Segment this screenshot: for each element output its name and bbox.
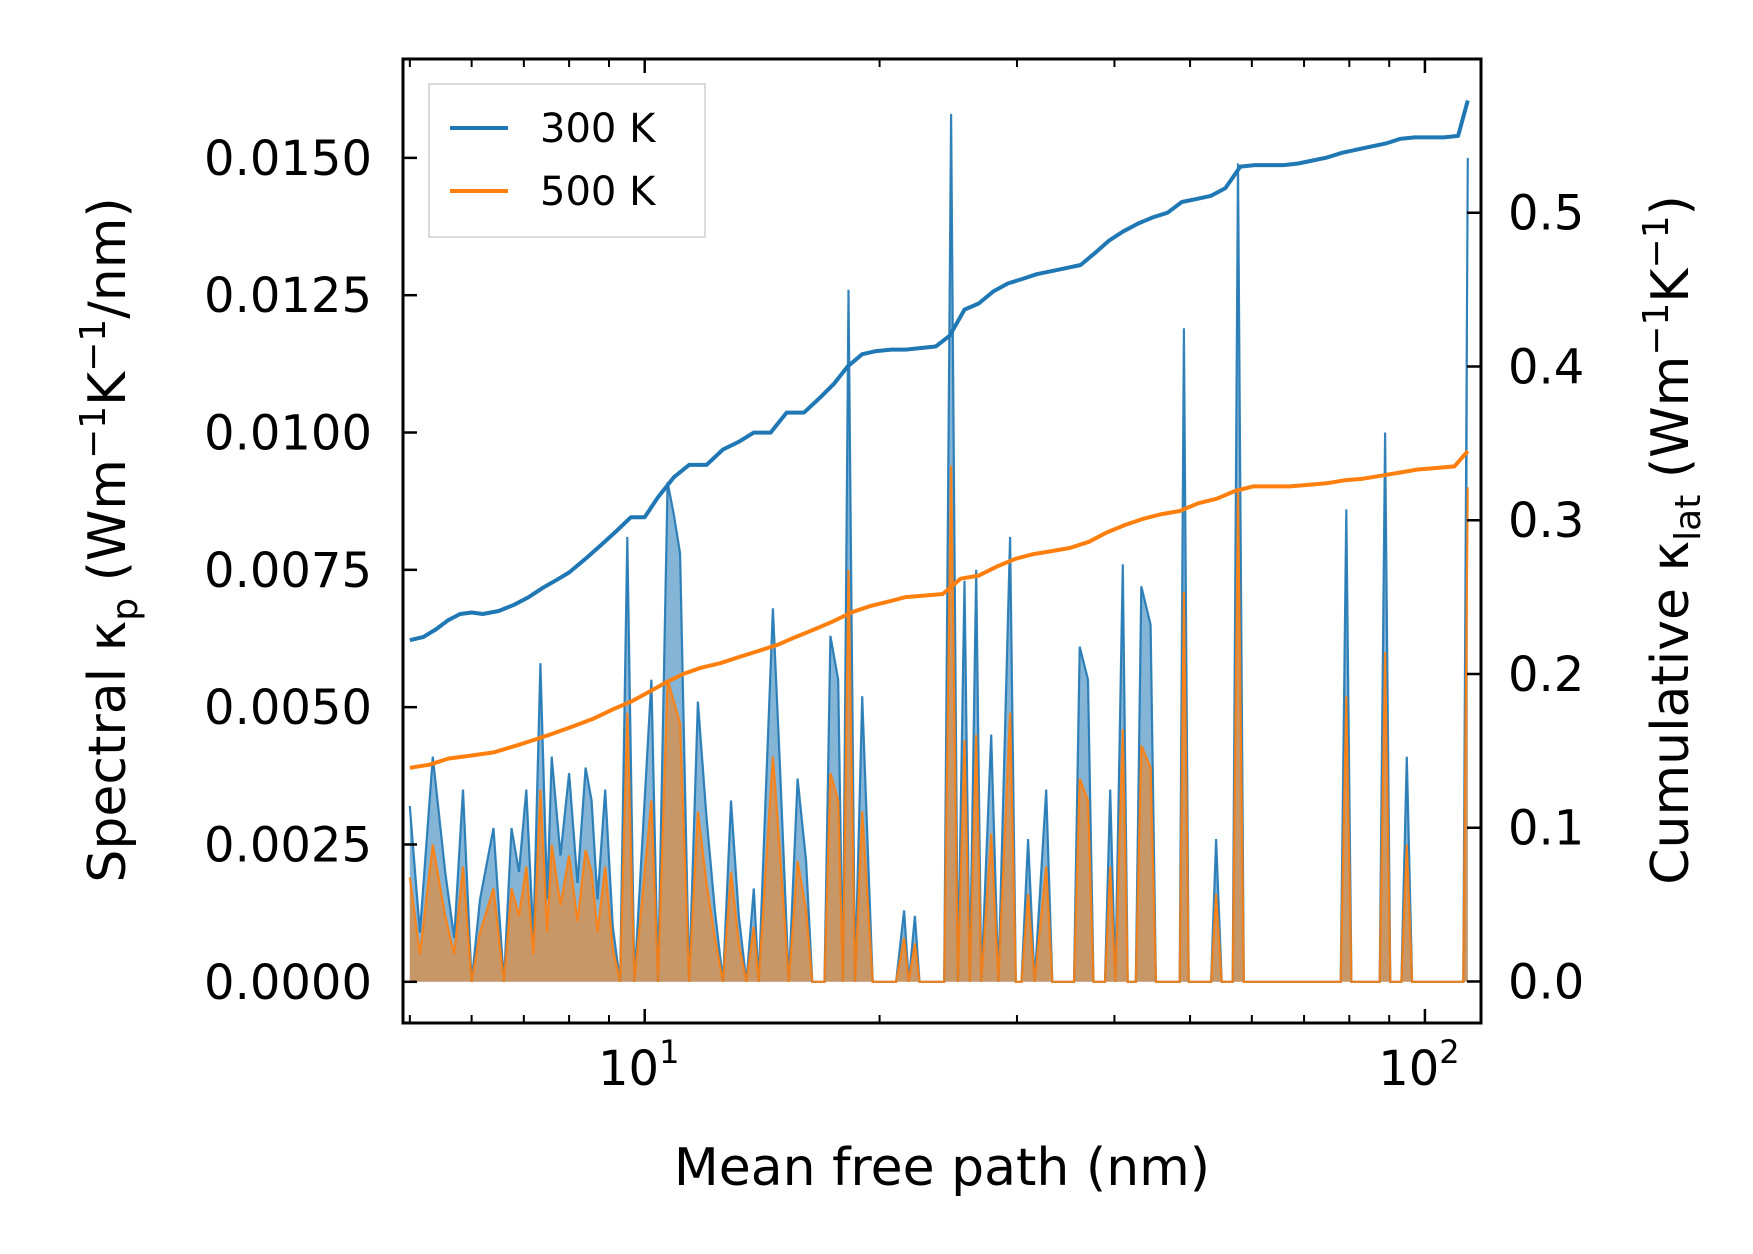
right-y-label-unit-open: (Wm (1641, 356, 1701, 495)
x-tick-label-2: 102 (1378, 1033, 1459, 1097)
right-y-tick-label: 0.0 (1508, 954, 1584, 1010)
spectral-lines (408, 113, 1469, 983)
x-axis-label: Mean free path (nm) (674, 1138, 1210, 1198)
right-y-tick-label: 0.3 (1508, 493, 1584, 549)
axis-ticks: 101 1020.00000.00250.00500.00750.01000.01… (204, 59, 1584, 1097)
left-y-tick-label: 0.0150 (204, 131, 372, 187)
left-y-tick-label: 0.0125 (204, 268, 372, 324)
left-y-tick-label: 0.0075 (204, 543, 372, 599)
right-y-tick-label: 0.5 (1508, 186, 1584, 242)
left-y-label-unit-open: (Wm (78, 459, 138, 598)
right-y-axis-label: Cumulative κlat (Wm−1K−1) (1636, 195, 1709, 885)
cumulative-line-500k (409, 449, 1470, 770)
right-y-label-prefix: Cumulative κ (1641, 541, 1701, 885)
left-y-label-prefix: Spectral κ (78, 621, 138, 883)
spectral-areas (409, 113, 1468, 982)
right-y-label-mid: K (1641, 267, 1701, 303)
x-tick-label-exp: 1 (659, 1033, 679, 1071)
legend: 300 K 500 K (428, 83, 706, 238)
left-y-tick-label: 0.0000 (204, 955, 372, 1011)
x-tick-label-base: 10 (598, 1041, 659, 1097)
right-y-tick-label: 0.4 (1508, 339, 1584, 395)
right-y-tick-label: 0.1 (1508, 801, 1584, 857)
left-y-label-exp1: −1 (73, 406, 114, 459)
spectral-area-500k (409, 465, 1468, 982)
legend-label-300k: 300 K (540, 106, 657, 152)
cumulative-lines (409, 99, 1470, 770)
plot-frame (401, 57, 1483, 1025)
left-y-axis-label: Spectral κp (Wm−1K−1/nm) (73, 197, 146, 882)
spectral-line-500k (408, 465, 1469, 983)
right-y-label-exp1: −1 (1636, 303, 1677, 356)
right-y-label-unit-close: ) (1641, 195, 1701, 215)
left-y-label-mid: K (78, 370, 138, 406)
x-tick-label-exp: 2 (1439, 1033, 1459, 1071)
left-y-label-exp2: −1 (73, 319, 114, 372)
x-tick-label-base: 10 (1378, 1041, 1439, 1097)
cumulative-line-300k (409, 99, 1470, 643)
right-y-tick-label: 0.2 (1508, 647, 1584, 703)
legend-label-500k: 500 K (540, 169, 657, 215)
left-y-label-unit-close: /nm) (78, 197, 138, 318)
x-tick-label-1: 101 (598, 1033, 679, 1097)
right-y-label-sub: lat (1668, 495, 1709, 541)
legend-box (428, 83, 706, 238)
right-y-label-exp2: −1 (1636, 215, 1677, 268)
left-y-tick-label: 0.0025 (204, 817, 372, 873)
left-y-tick-label: 0.0100 (204, 406, 372, 462)
left-y-tick-label: 0.0050 (204, 680, 372, 736)
left-y-label-sub: p (105, 598, 146, 621)
